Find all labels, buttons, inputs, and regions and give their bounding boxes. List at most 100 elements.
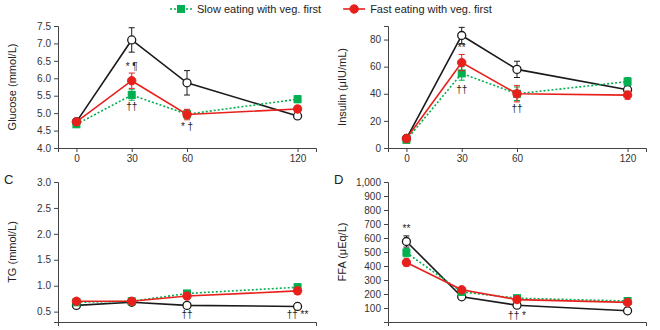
y-axis: 1002003004005006007008009001,000 bbox=[356, 177, 389, 323]
tick-label: 60 bbox=[512, 153, 524, 164]
legend-item: Fast eating with veg. first bbox=[343, 3, 492, 15]
tick: 0 bbox=[404, 148, 410, 164]
error-bar bbox=[403, 236, 409, 247]
tick-label: 120 bbox=[620, 153, 637, 164]
tick-mark bbox=[54, 26, 58, 27]
axis-title: Glucose (mmol/L) bbox=[6, 44, 18, 131]
tick-mark bbox=[384, 280, 388, 281]
tick: 2.5 bbox=[37, 203, 58, 214]
tick-mark bbox=[628, 148, 629, 152]
tick-mark bbox=[384, 196, 388, 197]
series-line bbox=[406, 242, 627, 311]
tick-label: 300 bbox=[364, 275, 381, 286]
panel-label: D bbox=[334, 172, 343, 187]
marker bbox=[128, 77, 136, 85]
tick-mark bbox=[384, 67, 388, 68]
error-bar bbox=[129, 90, 135, 100]
tick: 700 bbox=[364, 219, 388, 230]
axis-line bbox=[384, 183, 389, 323]
marker bbox=[128, 36, 136, 44]
tick-label: 4.5 bbox=[37, 125, 51, 136]
tick: 1.5 bbox=[37, 254, 58, 265]
tick-label: 5.5 bbox=[37, 90, 51, 101]
marker bbox=[403, 249, 410, 256]
series-line bbox=[76, 81, 297, 122]
tick-label: 2.5 bbox=[37, 203, 51, 214]
tick-label: 600 bbox=[364, 233, 381, 244]
annotation: †† * bbox=[508, 310, 526, 321]
tick: 900 bbox=[364, 191, 388, 202]
panel: 0.51.01.52.02.53.0TG (mmol/L)C†††† ** bbox=[4, 172, 317, 326]
plot-area bbox=[402, 27, 632, 143]
plot-area bbox=[72, 284, 302, 311]
annotation: * ¶ bbox=[126, 61, 138, 72]
error-bar bbox=[184, 71, 190, 95]
tick-label: 20 bbox=[370, 116, 382, 127]
axis-line bbox=[384, 27, 389, 149]
tick: 2.0 bbox=[37, 229, 58, 240]
marker bbox=[72, 118, 80, 126]
tick: 40 bbox=[370, 88, 388, 99]
tick-label: 0 bbox=[74, 153, 80, 164]
panel-label: C bbox=[4, 172, 13, 187]
tick-label: 1.0 bbox=[37, 280, 51, 291]
marker bbox=[402, 238, 410, 246]
tick-mark bbox=[54, 208, 58, 209]
marker bbox=[183, 292, 191, 300]
tick: 800 bbox=[364, 205, 388, 216]
tick-mark bbox=[384, 182, 388, 183]
tick-label: 700 bbox=[364, 219, 381, 230]
tick-mark bbox=[384, 121, 388, 122]
tick-mark bbox=[54, 78, 58, 79]
axis-line bbox=[59, 323, 317, 327]
tick: 300 bbox=[364, 275, 388, 286]
tick: 60 bbox=[370, 61, 388, 72]
marker bbox=[72, 297, 80, 305]
x-axis: 03060120 bbox=[59, 148, 317, 164]
tick-mark bbox=[384, 224, 388, 225]
marker bbox=[294, 96, 301, 103]
tick: 500 bbox=[364, 247, 388, 258]
panel: 1002003004005006007008009001,000FFA (μEq… bbox=[334, 172, 647, 326]
annotation: †† bbox=[181, 309, 192, 320]
tick: 1,000 bbox=[356, 177, 388, 188]
tick: 100 bbox=[364, 303, 388, 314]
tick-mark bbox=[384, 308, 388, 309]
marker bbox=[72, 118, 80, 126]
tick-mark bbox=[54, 131, 58, 132]
error-bar bbox=[459, 27, 465, 43]
marker bbox=[402, 134, 410, 142]
axis-line bbox=[54, 27, 59, 149]
marker bbox=[402, 258, 410, 266]
tick-label: 6.0 bbox=[37, 73, 51, 84]
marker bbox=[513, 65, 521, 73]
axis-line bbox=[54, 183, 59, 323]
tick-mark bbox=[54, 148, 58, 149]
tick-mark bbox=[384, 294, 388, 295]
tick: 0 bbox=[74, 148, 80, 164]
x-axis bbox=[59, 323, 317, 327]
tick: 200 bbox=[364, 289, 388, 300]
tick-mark bbox=[384, 148, 388, 149]
plot-area bbox=[402, 236, 632, 315]
axis-line bbox=[389, 323, 647, 327]
tick-label: 40 bbox=[370, 88, 382, 99]
marker bbox=[183, 110, 191, 118]
series-line bbox=[406, 35, 627, 138]
series-line bbox=[406, 253, 627, 301]
tick-mark bbox=[406, 148, 407, 152]
legend-marker bbox=[350, 5, 358, 13]
tick-mark bbox=[54, 260, 58, 261]
tick-mark bbox=[54, 61, 58, 62]
tick: 7.5 bbox=[37, 21, 58, 32]
y-axis: 020406080 bbox=[370, 27, 389, 154]
legend: Slow eating with veg. firstFast eating w… bbox=[170, 3, 492, 15]
marker bbox=[624, 307, 632, 315]
tick-label: 3.0 bbox=[37, 177, 51, 188]
marker bbox=[128, 298, 135, 305]
y-axis: 4.04.55.05.56.06.57.07.5 bbox=[37, 21, 58, 154]
tick: 60 bbox=[512, 148, 524, 164]
panel: 03060120020406080Insulin (μIU/mL)**†††† bbox=[336, 27, 647, 165]
tick: 20 bbox=[370, 116, 388, 127]
tick-label: 60 bbox=[370, 61, 382, 72]
